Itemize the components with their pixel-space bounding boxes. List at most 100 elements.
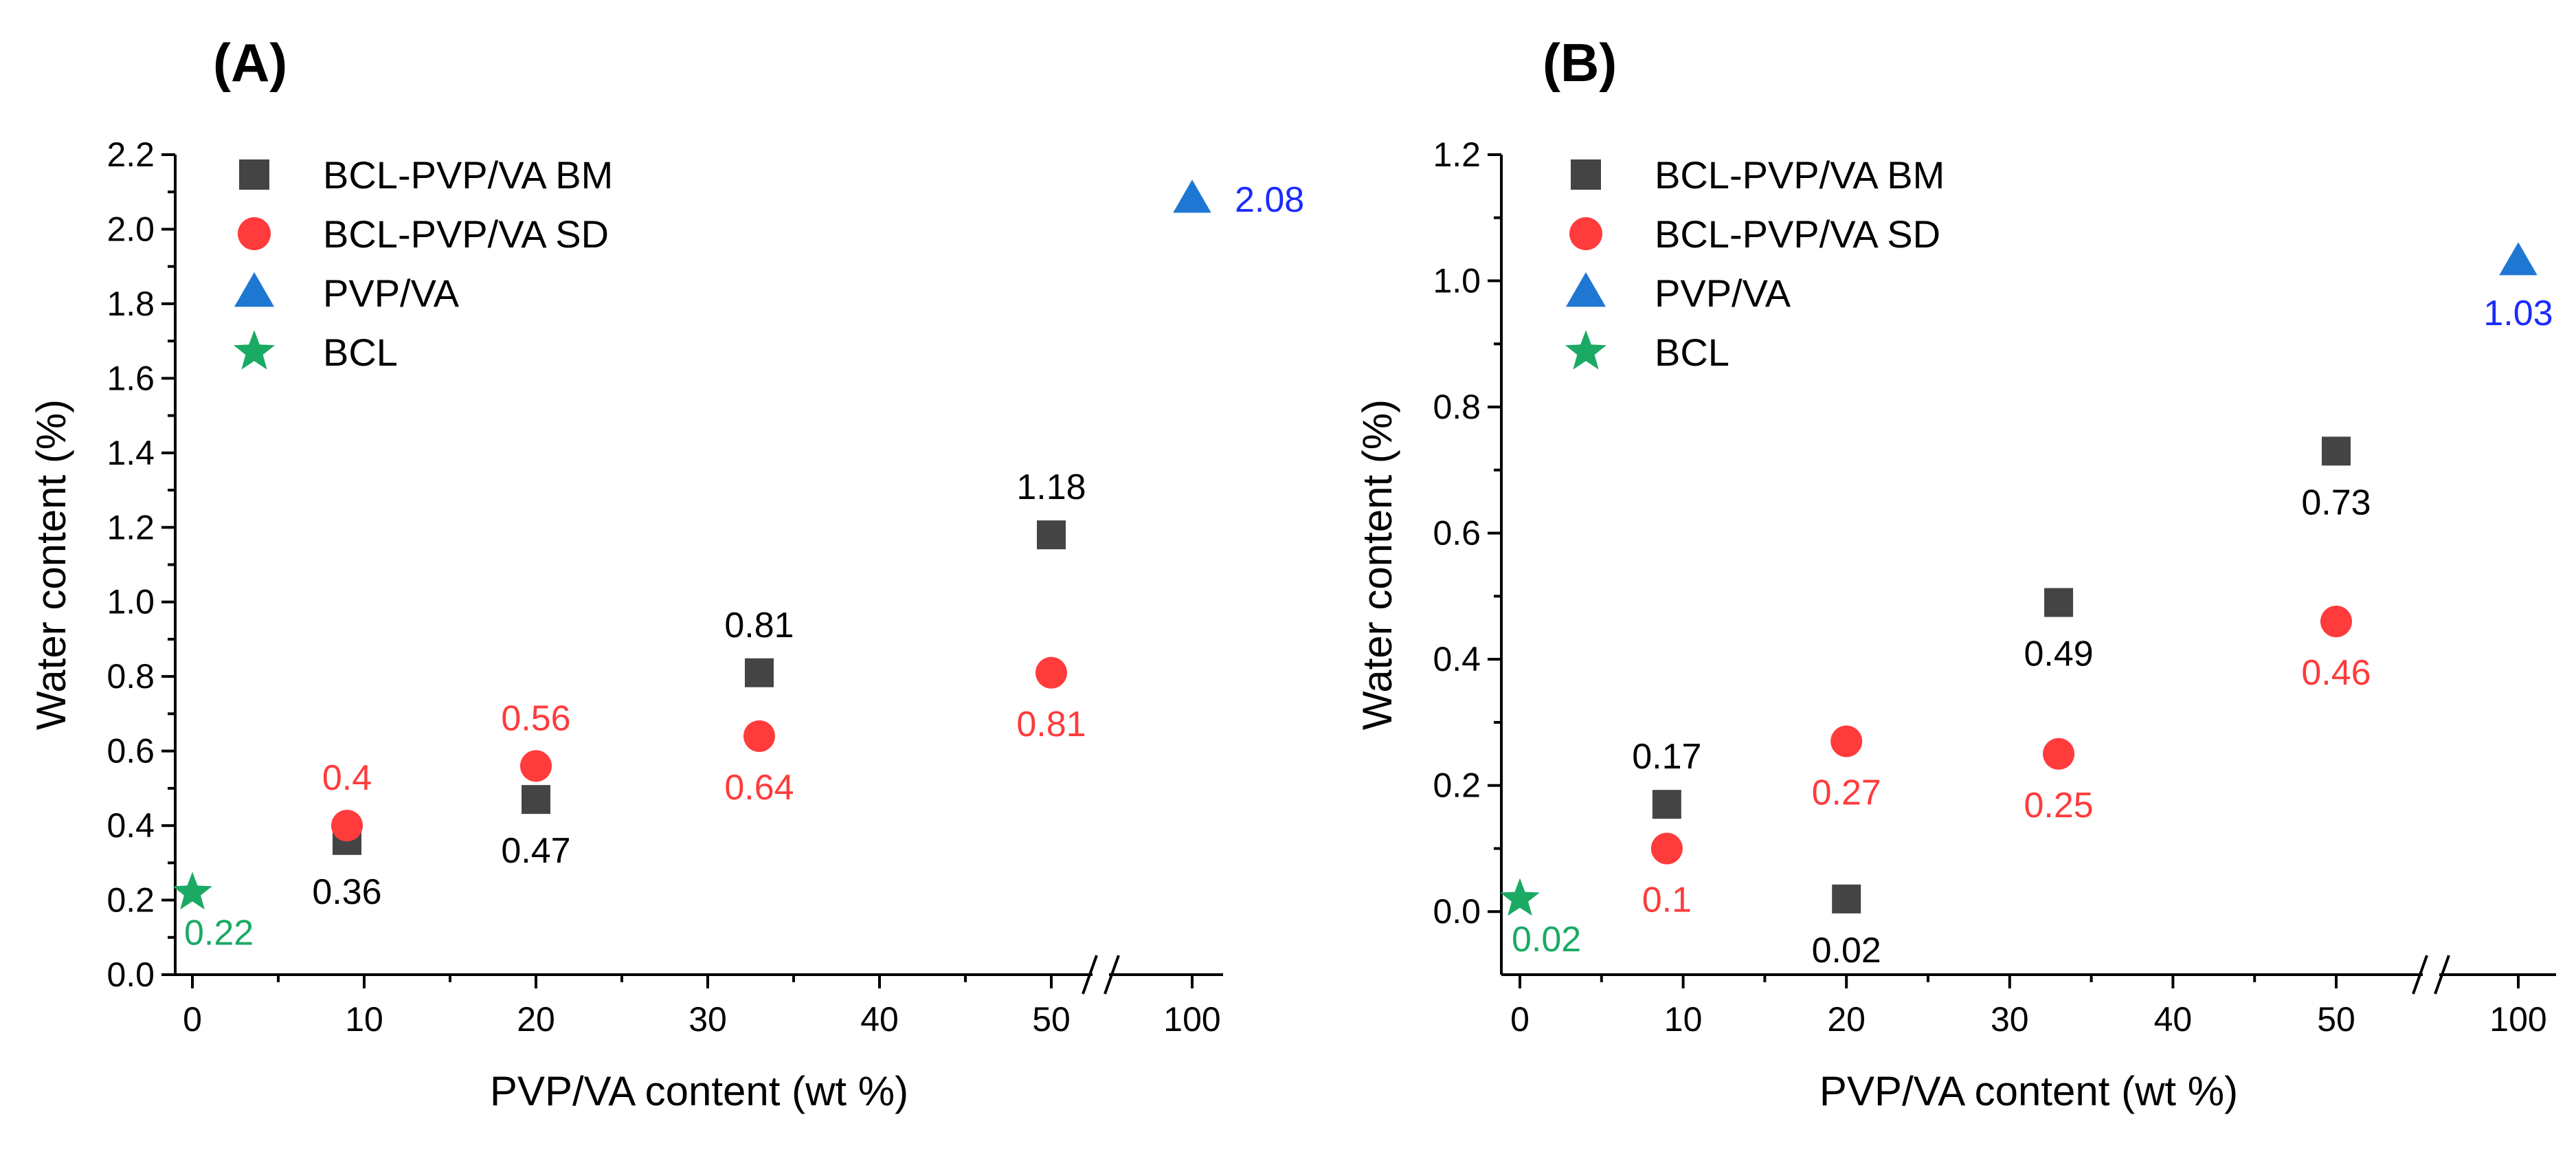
data-point-bm	[1832, 884, 1861, 913]
legend-marker-pvpva	[1565, 272, 1606, 307]
y-tick-label: 2.0	[107, 210, 155, 248]
legend-marker-bm	[239, 159, 269, 190]
data-label-bcl: 0.02	[1512, 920, 1581, 960]
y-tick-label: 0.6	[1433, 514, 1481, 553]
data-point-sd	[2320, 606, 2352, 638]
data-point-sd	[331, 810, 363, 842]
axis-break-mark	[1082, 955, 1098, 995]
data-point-bm	[745, 658, 774, 687]
data-label-sd: 0.64	[724, 768, 794, 808]
legend-marker-sd	[1569, 217, 1602, 250]
x-tick-label: 100	[2489, 1000, 2546, 1039]
y-tick-label: 0.8	[107, 657, 155, 696]
x-tick-label: 10	[1664, 1000, 1703, 1039]
data-label-sd: 0.27	[1812, 773, 1881, 812]
y-axis-title: Water content (%)	[1354, 399, 1400, 730]
y-tick-label: 0.0	[1433, 892, 1481, 931]
x-tick-label: 100	[1163, 1000, 1220, 1039]
panel-label: (B)	[1543, 32, 1617, 93]
data-point-bm	[2322, 436, 2351, 466]
legend-label-pvpva: PVP/VA	[1655, 272, 1791, 315]
y-tick-label: 0.2	[107, 881, 155, 920]
x-tick-label: 10	[345, 1000, 383, 1039]
legend-marker-bcl	[1565, 330, 1607, 370]
panel-label: (A)	[213, 32, 287, 93]
data-label-sd: 0.81	[1016, 705, 1086, 744]
x-tick-label: 0	[183, 1000, 202, 1039]
data-point-sd	[1035, 656, 1067, 689]
data-label-pvpva: 1.03	[2483, 293, 2553, 333]
data-point-bm	[1037, 520, 1066, 550]
y-tick-label: 1.4	[107, 434, 155, 472]
y-tick-label: 1.6	[107, 359, 155, 397]
data-point-sd	[743, 720, 775, 752]
y-tick-label: 1.0	[107, 583, 155, 621]
data-label-bm: 0.81	[724, 606, 794, 645]
y-tick-label: 1.0	[1433, 262, 1481, 300]
x-axis-title: PVP/VA content (wt %)	[1819, 1068, 2238, 1114]
x-tick-label: 30	[688, 1000, 727, 1039]
data-point-bm	[1652, 790, 1681, 819]
legend-label-bm: BCL-PVP/VA BM	[1655, 153, 1945, 197]
legend-marker-bm	[1571, 159, 1601, 190]
data-label-bm: 0.73	[2301, 483, 2371, 522]
data-label-bm: 0.47	[501, 831, 570, 871]
y-tick-label: 0.0	[107, 955, 155, 994]
y-tick-label: 1.2	[1433, 135, 1481, 174]
y-tick-label: 0.6	[107, 732, 155, 771]
x-tick-label: 0	[1510, 1000, 1530, 1039]
legend-label-sd: BCL-PVP/VA SD	[323, 212, 609, 256]
y-axis-title: Water content (%)	[28, 399, 74, 730]
data-label-sd: 0.46	[2301, 653, 2371, 693]
data-point-sd	[1830, 725, 1863, 757]
data-point-pvpva	[1173, 179, 1211, 213]
data-point-sd	[2043, 738, 2075, 770]
data-point-bcl	[1500, 878, 1540, 916]
x-tick-label: 40	[2154, 1000, 2193, 1039]
data-label-bm: 0.17	[1632, 737, 1701, 777]
axis-break-mark	[2412, 955, 2428, 995]
y-tick-label: 2.2	[107, 135, 155, 174]
data-label-sd: 0.1	[1642, 880, 1692, 920]
legend-marker-bcl	[233, 330, 276, 370]
data-point-bm	[2044, 588, 2074, 617]
data-label-bcl: 0.22	[184, 913, 254, 953]
legend-label-pvpva: PVP/VA	[323, 272, 460, 315]
data-label-bm: 0.49	[2024, 634, 2093, 674]
legend-marker-sd	[238, 217, 271, 250]
data-label-sd: 0.56	[501, 698, 570, 738]
x-tick-label: 20	[517, 1000, 555, 1039]
y-tick-label: 0.2	[1433, 766, 1481, 805]
legend-label-sd: BCL-PVP/VA SD	[1655, 212, 1940, 256]
y-tick-label: 1.8	[107, 285, 155, 323]
legend-label-bcl: BCL	[323, 331, 398, 374]
data-label-bm: 0.02	[1812, 931, 1881, 971]
y-tick-label: 1.2	[107, 508, 155, 546]
data-point-pvpva	[2499, 242, 2538, 276]
data-point-bm	[522, 785, 550, 815]
data-label-sd: 0.25	[2024, 786, 2093, 826]
y-tick-label: 0.8	[1433, 388, 1481, 426]
axis-break-mark	[1104, 955, 1120, 995]
x-axis-title: PVP/VA content (wt %)	[490, 1068, 908, 1114]
data-point-sd	[1650, 832, 1683, 865]
x-tick-label: 40	[860, 1000, 899, 1039]
legend-label-bm: BCL-PVP/VA BM	[323, 153, 613, 197]
data-label-bm: 0.36	[312, 872, 381, 912]
data-label-bm: 1.18	[1016, 467, 1086, 507]
legend-label-bcl: BCL	[1655, 331, 1729, 374]
x-tick-label: 50	[1032, 1000, 1071, 1039]
x-tick-label: 50	[2317, 1000, 2355, 1039]
y-tick-label: 0.4	[1433, 640, 1481, 678]
legend-marker-pvpva	[234, 272, 275, 307]
chart-panel-a: (A) 0.0 0.2 0.4 0.6 0.8 1.0 1.2 1.4 1.6 1.8 2.0 2.2 0…	[28, 32, 1304, 1114]
x-tick-label: 20	[1827, 1000, 1866, 1039]
chart-panel-b: (B) 0.0 0.2 0.4 0.6 0.8 1.0 1.2 0 10 20 30 40 50 100 PV…	[1354, 32, 2556, 1114]
data-label-pvpva: 2.08	[1235, 180, 1304, 220]
axis-break-mark	[2434, 955, 2450, 995]
data-label-sd: 0.4	[322, 758, 372, 798]
y-tick-label: 0.4	[107, 806, 155, 845]
data-point-sd	[520, 750, 552, 782]
x-tick-label: 30	[1991, 1000, 2029, 1039]
